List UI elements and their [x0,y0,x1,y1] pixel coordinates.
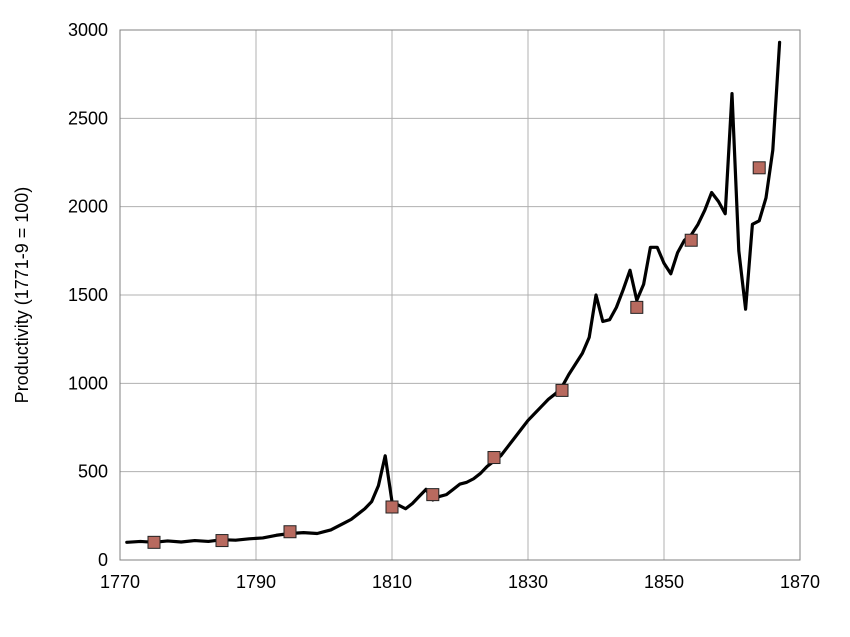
chart-svg: 1770 1790 1810 1830 1850 1870 0 500 1000 1500 2000… [0,0,850,637]
productivity-chart: 1770 1790 1810 1830 1850 1870 0 500 1000 1500 2000… [0,0,850,637]
scatter-marker [427,489,439,501]
x-tick-label: 1850 [644,572,684,592]
y-tick-label: 1500 [68,285,108,305]
scatter-marker [556,384,568,396]
y-axis-title: Productivity (1771-9 = 100) [12,187,32,404]
scatter-marker [753,162,765,174]
scatter-marker [685,234,697,246]
scatter-marker [488,452,500,464]
y-tick-label: 1000 [68,373,108,393]
x-tick-label: 1770 [100,572,140,592]
y-tick-label: 0 [98,550,108,570]
scatter-marker [386,501,398,513]
y-tick-label: 500 [78,462,108,482]
scatter-marker [148,536,160,548]
scatter-marker [216,535,228,547]
y-tick-label: 2000 [68,197,108,217]
y-tick-label: 2500 [68,108,108,128]
y-tick-label: 3000 [68,20,108,40]
scatter-marker [284,526,296,538]
x-tick-label: 1870 [780,572,820,592]
x-tick-label: 1830 [508,572,548,592]
x-tick-label: 1810 [372,572,412,592]
x-tick-label: 1790 [236,572,276,592]
scatter-marker [631,301,643,313]
